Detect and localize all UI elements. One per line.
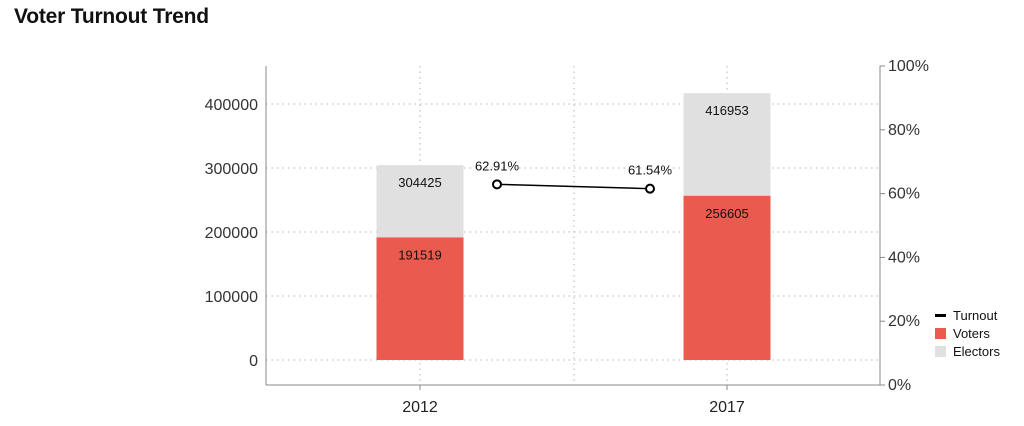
y-left-tick-label: 300000 — [205, 161, 258, 178]
legend-item: Electors — [935, 342, 1000, 360]
voters-value-label: 191519 — [398, 247, 441, 262]
y-right-tick-label: 40% — [888, 249, 920, 266]
legend-swatch — [935, 327, 946, 339]
turnout-point — [492, 179, 502, 190]
bar-electors-2012 — [376, 165, 464, 238]
voters-value-label: 256605 — [705, 206, 748, 221]
turnout-line — [496, 183, 651, 190]
turnout-value-label: 62.91% — [475, 158, 520, 173]
bar-voters-2012 — [376, 237, 464, 360]
x-tick-label: 2017 — [709, 399, 745, 416]
turnout-line-layer — [492, 179, 655, 194]
x-tick-label: 2012 — [402, 399, 438, 416]
y-left-tick-label: 100000 — [205, 289, 258, 306]
axes — [265, 65, 885, 390]
legend-label: Turnout — [953, 307, 998, 323]
legend-label: Voters — [953, 325, 990, 341]
turnout-point — [645, 183, 655, 194]
turnout-value-label: 61.54% — [628, 163, 673, 178]
y-left-tick-label: 400000 — [205, 97, 258, 114]
legend-item: Turnout — [935, 306, 1000, 324]
y-right-tick-label: 100% — [888, 58, 929, 75]
legend-label: Electors — [953, 343, 1000, 359]
labels: 0 100000 200000 300000 400000 0% 20% 40% 60% 80% 1… — [205, 58, 929, 416]
bar-voters-2017 — [683, 195, 771, 360]
legend-item: Voters — [935, 324, 1000, 342]
y-right-tick-label: 0% — [888, 377, 911, 394]
y-right-tick-label: 20% — [888, 313, 920, 330]
y-right-tick-label: 60% — [888, 186, 920, 203]
y-left-tick-label: 200000 — [205, 225, 258, 242]
chart-title: Voter Turnout Trend — [14, 5, 209, 28]
bar-electors-2017 — [683, 93, 771, 196]
y-left-tick-label: 0 — [249, 353, 258, 370]
legend-swatch — [935, 313, 946, 317]
bars — [376, 93, 771, 360]
electors-value-label: 304425 — [398, 175, 441, 190]
electors-value-label: 416953 — [705, 103, 748, 118]
grid-lines — [266, 66, 880, 385]
legend: Turnout Voters Electors — [935, 306, 1000, 360]
legend-swatch — [935, 345, 946, 357]
y-right-tick-label: 80% — [888, 122, 920, 139]
